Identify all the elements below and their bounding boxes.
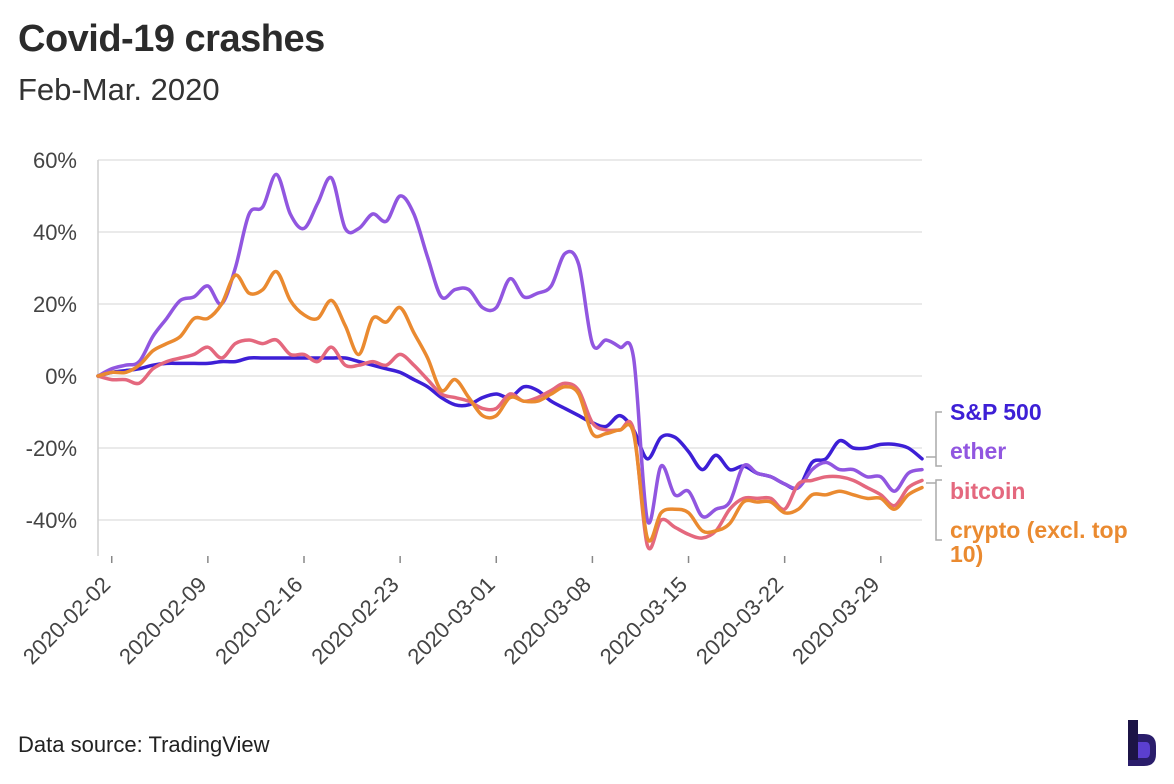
- x-tick-label: 2020-03-29: [787, 572, 884, 669]
- x-tick-label: 2020-02-16: [210, 572, 307, 669]
- legend-label-ether: ether: [950, 438, 1006, 464]
- b-logo-icon: [1128, 720, 1156, 766]
- chart-title: Covid-19 crashes: [18, 18, 325, 60]
- y-tick-label: 0%: [45, 364, 77, 389]
- y-tick-label: -20%: [26, 436, 77, 461]
- chart-subtitle: Feb-Mar. 2020: [18, 72, 220, 107]
- x-tick-label: 2020-03-08: [499, 572, 596, 669]
- series-lines: [96, 172, 924, 551]
- legend-bracket: [935, 411, 942, 467]
- series-line-ether: [96, 172, 924, 525]
- y-axis: 60% 40% 20% 0% -20% -40%: [26, 148, 99, 556]
- y-tick-label: 60%: [33, 148, 77, 173]
- series-line-crypto-excl-top-10: [96, 269, 924, 543]
- legend-connector: [926, 456, 936, 484]
- line-chart: 60% 40% 20% 0% -20% -40% 2020-02-022020-02-09…: [18, 148, 1128, 669]
- x-tick-label: 2020-02-02: [18, 572, 115, 669]
- y-tick-label: 20%: [33, 292, 77, 317]
- x-tick-label: 2020-03-22: [691, 572, 788, 669]
- series-line-s-p-500: [96, 355, 924, 491]
- x-axis: 2020-02-022020-02-092020-02-162020-02-23…: [18, 556, 884, 669]
- y-tick-label: 40%: [33, 220, 77, 245]
- legend-labels: S&P 500 ether bitcoin crypto (excl. top 10): [926, 399, 1128, 567]
- legend-bracket: [935, 479, 942, 541]
- legend-label-s-p-500: S&P 500: [950, 399, 1042, 425]
- legend-label-crypto-excl-top-10: crypto (excl. top 10): [950, 517, 1128, 567]
- legend-label-bitcoin: bitcoin: [950, 478, 1025, 504]
- y-tick-label: -40%: [26, 508, 77, 533]
- grid-lines: [98, 159, 922, 521]
- x-tick-label: 2020-02-23: [306, 572, 403, 669]
- x-tick-label: 2020-02-09: [114, 572, 211, 669]
- series-line-bitcoin: [96, 337, 924, 551]
- x-tick-label: 2020-03-01: [403, 572, 500, 669]
- x-tick-label: 2020-03-15: [595, 572, 692, 669]
- data-source-note: Data source: TradingView: [18, 732, 270, 757]
